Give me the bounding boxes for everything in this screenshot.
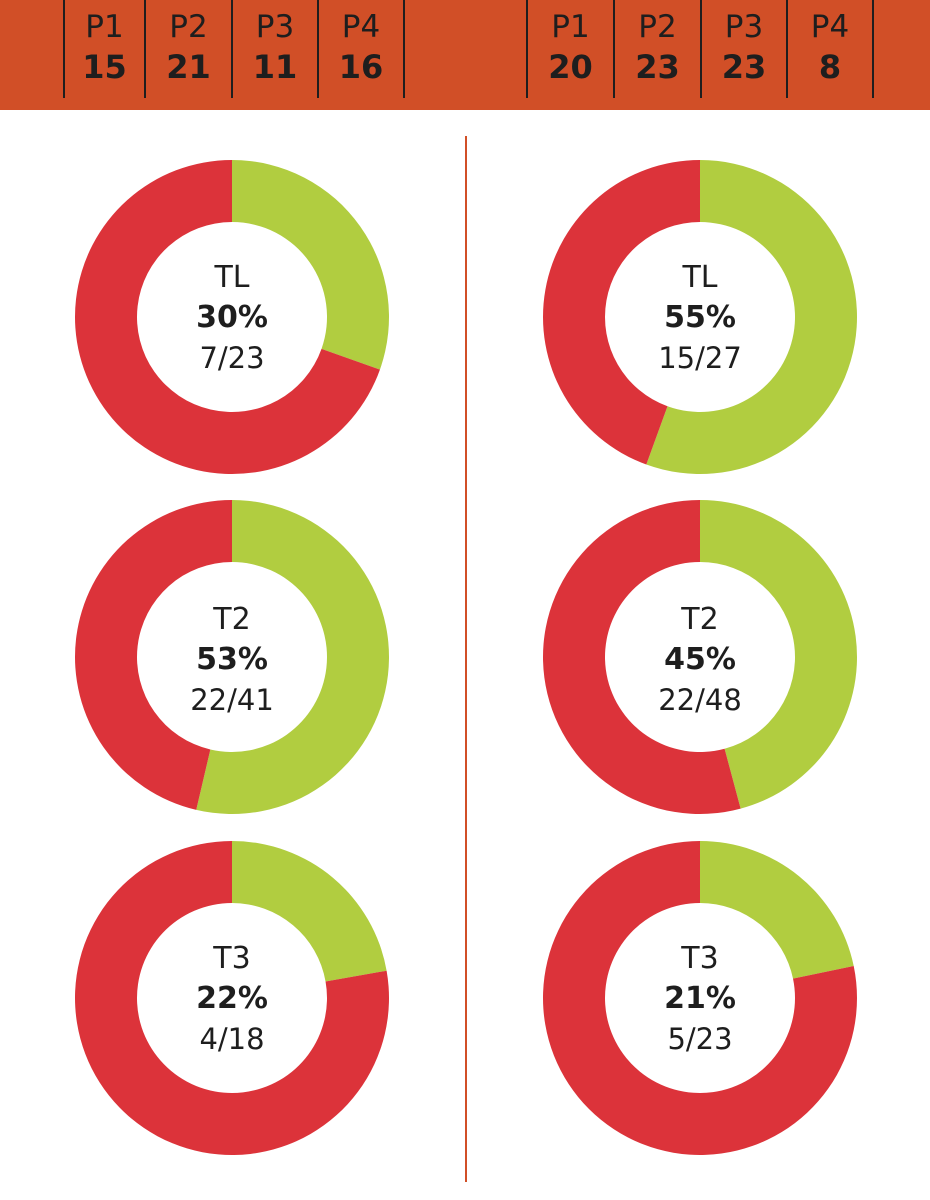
donut-center-label-right-t2: T2 45% 22/48 bbox=[610, 600, 790, 720]
shot-type-label: T2 bbox=[213, 602, 251, 637]
left-period-3: P3 11 bbox=[233, 0, 319, 98]
donut-missed-slice-left-tl bbox=[74, 160, 380, 475]
donut-missed-slice-left-t3 bbox=[75, 841, 390, 1156]
shot-type-label: T3 bbox=[681, 941, 719, 976]
left-period-4: P4 16 bbox=[319, 0, 405, 98]
left-period-1: P1 15 bbox=[65, 0, 146, 98]
shot-fraction: 22/48 bbox=[658, 683, 742, 717]
shot-percentage: 21% bbox=[664, 981, 736, 1016]
period-score: 23 bbox=[635, 48, 680, 86]
right-team-periods: P1 20 P2 23 P3 23 P4 8 bbox=[526, 0, 874, 98]
period-label: P3 bbox=[724, 9, 764, 45]
period-score: 8 bbox=[818, 48, 842, 86]
shot-percentage: 30% bbox=[196, 300, 268, 335]
shot-fraction: 4/18 bbox=[199, 1022, 265, 1056]
donut-missed-slice-right-tl bbox=[542, 160, 700, 465]
right-period-2: P2 23 bbox=[615, 0, 702, 98]
donut-missed-slice-right-t3 bbox=[543, 841, 857, 1156]
shot-percentage: 53% bbox=[196, 642, 268, 677]
period-label: P4 bbox=[341, 9, 381, 45]
donut-center-label-left-t3: T3 22% 4/18 bbox=[142, 939, 322, 1059]
donut-center-label-right-t3: T3 21% 5/23 bbox=[610, 939, 790, 1059]
period-score: 16 bbox=[338, 48, 384, 86]
shot-type-label: TL bbox=[682, 260, 718, 295]
period-label: P2 bbox=[638, 9, 677, 45]
shot-type-label: TL bbox=[214, 260, 250, 295]
donut-made-slice-right-t2 bbox=[700, 500, 857, 809]
donut-made-slice-right-t3 bbox=[700, 841, 854, 979]
donut-made-slice-right-tl bbox=[646, 160, 857, 474]
shot-type-label: T3 bbox=[213, 941, 251, 976]
donut-made-slice-left-t2 bbox=[196, 500, 390, 814]
shot-type-label: T2 bbox=[681, 602, 719, 637]
period-label: P3 bbox=[255, 9, 295, 45]
period-score: 20 bbox=[548, 48, 593, 86]
donut-center-label-right-tl: TL 55% 15/27 bbox=[610, 258, 790, 378]
period-score: 11 bbox=[252, 48, 298, 86]
right-period-3: P3 23 bbox=[702, 0, 788, 98]
right-period-4: P4 8 bbox=[788, 0, 874, 98]
donut-missed-slice-left-t2 bbox=[75, 500, 232, 810]
shot-percentage: 45% bbox=[664, 642, 736, 677]
shot-percentage: 22% bbox=[196, 981, 268, 1016]
period-score: 21 bbox=[166, 48, 211, 86]
period-score: 23 bbox=[721, 48, 767, 86]
shot-percentage: 55% bbox=[664, 300, 736, 335]
right-period-1: P1 20 bbox=[528, 0, 615, 98]
shot-fraction: 5/23 bbox=[667, 1022, 733, 1056]
period-label: P1 bbox=[85, 9, 124, 45]
donut-made-slice-left-tl bbox=[232, 160, 389, 370]
shot-fraction: 22/41 bbox=[190, 683, 274, 717]
period-label: P2 bbox=[169, 9, 208, 45]
header-bar: P1 15 P2 21 P3 11 P4 16 P1 20 P2 23 P3 2… bbox=[0, 0, 930, 110]
shot-fraction: 7/23 bbox=[199, 341, 265, 375]
team-divider bbox=[465, 136, 467, 1182]
donut-center-label-left-tl: TL 30% 7/23 bbox=[142, 258, 322, 378]
donut-made-slice-left-t3 bbox=[232, 841, 387, 982]
period-label: P1 bbox=[551, 9, 590, 45]
period-label: P4 bbox=[810, 9, 850, 45]
period-score: 15 bbox=[82, 48, 127, 86]
shot-fraction: 15/27 bbox=[658, 341, 742, 375]
donut-center-label-left-t2: T2 53% 22/41 bbox=[142, 600, 322, 720]
left-team-periods: P1 15 P2 21 P3 11 P4 16 bbox=[63, 0, 405, 98]
left-period-2: P2 21 bbox=[146, 0, 233, 98]
donut-missed-slice-right-t2 bbox=[543, 499, 741, 814]
